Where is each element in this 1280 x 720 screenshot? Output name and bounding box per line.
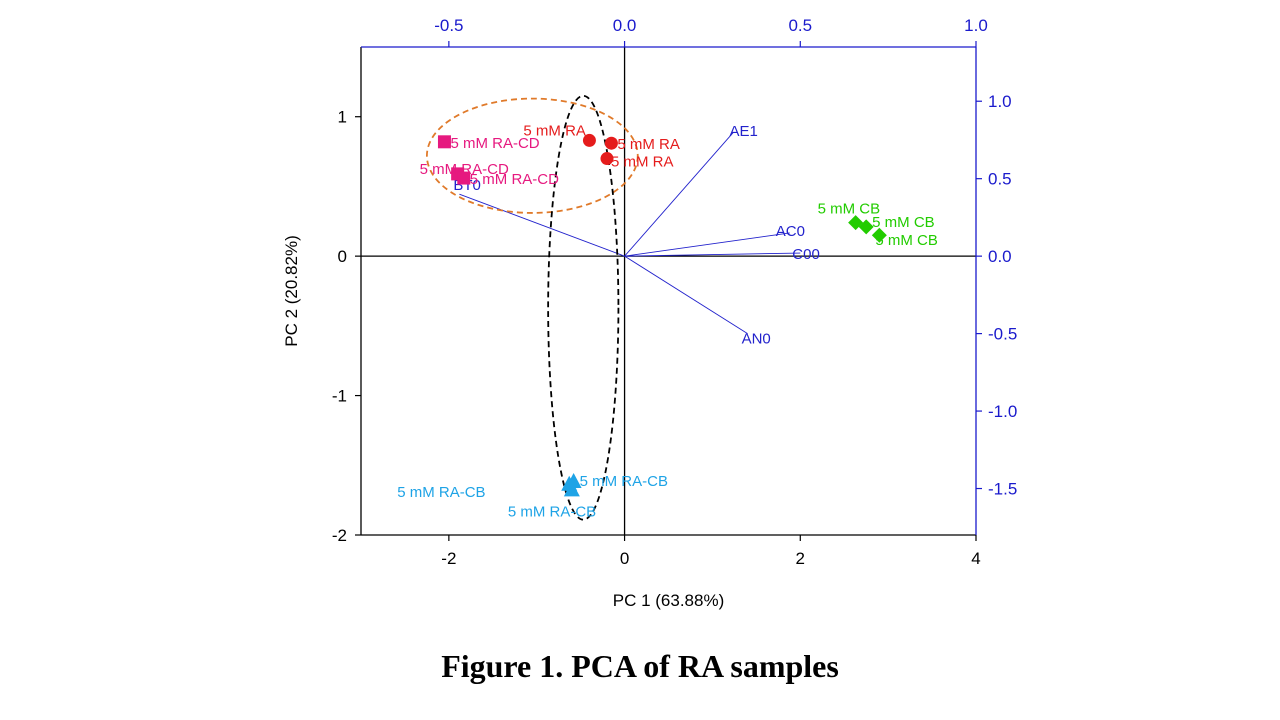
loading-vector [624, 131, 734, 257]
y-tick-label: -1 [332, 387, 347, 406]
pca-biplot: -2 0 2 4 -2 -1 0 1 -0.5 0.0 0.5 1.0 1.0 0.5 0.0 -0.5 -1.… [282, 16, 1017, 610]
triangle-marker [563, 481, 580, 497]
top-tick-label: -0.5 [434, 16, 463, 35]
diamond-marker [871, 227, 887, 243]
loading-vector [624, 255, 748, 334]
x-tick-label: -2 [441, 549, 456, 568]
top-tick-label: 0.5 [788, 16, 812, 35]
loading-vector [624, 252, 801, 257]
point-label: 5 mM CB [818, 201, 881, 218]
right-tick-label: 1.0 [988, 92, 1012, 111]
point-label: 5 mM RA-CB [508, 503, 596, 520]
point-label: 5 mM RA-CB [580, 473, 668, 490]
x-axis-title: PC 1 (63.88%) [613, 591, 725, 610]
x-tick-label: 2 [796, 549, 805, 568]
right-tick-label: 0.0 [988, 247, 1012, 266]
right-tick-label: -0.5 [988, 325, 1017, 344]
point-label: 5 mM RA-CD [470, 171, 559, 188]
circle-marker [600, 152, 614, 166]
point-label: 5 mM RA-CD [420, 161, 509, 178]
right-tick-label: 0.5 [988, 170, 1012, 189]
right-tick-label: -1.5 [988, 480, 1017, 499]
y-tick-label: -2 [332, 526, 347, 545]
point-label: 5 mM RA [523, 122, 586, 139]
square-marker [437, 135, 451, 149]
y-tick-label: 0 [338, 247, 347, 266]
loading-label: AE1 [730, 123, 758, 140]
cluster-ellipse [425, 97, 639, 214]
diamond-marker [858, 219, 874, 235]
x-tick-label: 4 [971, 549, 980, 568]
point-label: 5 mM CB [875, 232, 938, 249]
loading-label: AC0 [776, 223, 805, 240]
y-tick-label: 1 [338, 108, 347, 127]
point-label: 5 mM RA [617, 136, 680, 153]
loading-vector [624, 232, 790, 257]
circle-marker [604, 136, 618, 150]
figure-caption: Figure 1. PCA of RA samples [441, 648, 839, 684]
cluster-ellipse [547, 94, 620, 521]
point-label: 5 mM RA-CB [397, 484, 485, 501]
loading-label: AN0 [742, 331, 771, 348]
y-axis-title: PC 2 (20.82%) [282, 235, 301, 347]
point-label: 5 mM RA [611, 154, 674, 171]
x-tick-label: 0 [620, 549, 629, 568]
top-tick-label: 0.0 [613, 16, 637, 35]
loading-vector [459, 193, 625, 257]
point-label: 5 mM CB [872, 214, 935, 231]
loading-label: C00 [792, 246, 820, 263]
square-marker [457, 171, 471, 185]
top-tick-label: 1.0 [964, 16, 988, 35]
circle-marker [582, 133, 596, 147]
right-tick-label: -1.0 [988, 402, 1017, 421]
point-label: 5 mM RA-CD [450, 135, 539, 152]
